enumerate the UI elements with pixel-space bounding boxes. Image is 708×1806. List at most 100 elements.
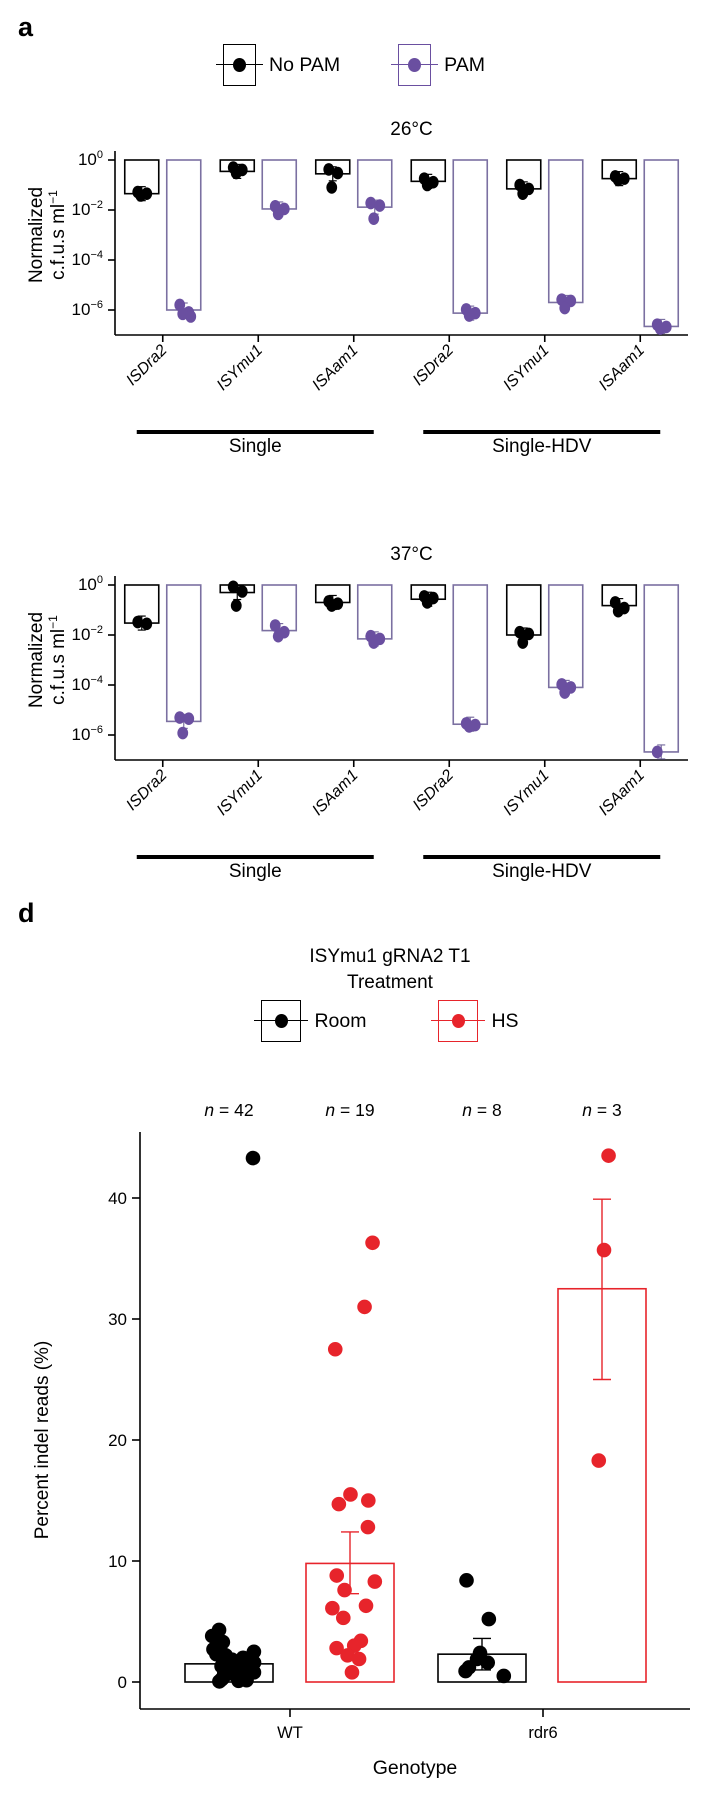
room-key-icon xyxy=(254,1000,309,1042)
data-point xyxy=(559,301,571,315)
bars xyxy=(123,159,680,328)
y-tick-label: 0 xyxy=(118,1673,127,1692)
x-tick-label: ISYmu1 xyxy=(214,342,266,394)
error-bars xyxy=(137,163,666,335)
data-point xyxy=(360,1519,376,1535)
bar xyxy=(643,159,680,328)
panel-d-label: d xyxy=(18,898,35,928)
genotype-label: WT xyxy=(277,1724,303,1742)
y-tick-label: 40 xyxy=(108,1189,127,1208)
data-point xyxy=(323,163,335,176)
data-point xyxy=(337,1582,352,1598)
indel-chart: 0 10 20 30 40 Percent indel reads (%) n = 42 n … xyxy=(32,1100,690,1779)
data-point xyxy=(177,726,189,740)
data-point xyxy=(368,636,380,649)
legend-item-room: Room xyxy=(254,1000,367,1042)
hs-label: HS xyxy=(491,1009,519,1032)
data-point xyxy=(327,1341,343,1357)
legend-item-pam: PAM xyxy=(391,44,485,86)
x-tick-label: ISAam1 xyxy=(596,767,648,819)
room-label: Room xyxy=(314,1009,367,1032)
y-tick-label: 20 xyxy=(108,1431,127,1450)
data-point xyxy=(365,196,377,210)
bars xyxy=(184,1287,647,1683)
y-axis-label-line2: c.f.u.s ml−1 xyxy=(46,615,69,705)
data-point xyxy=(245,1150,261,1166)
data-point xyxy=(135,189,147,202)
data-point xyxy=(236,585,248,598)
bar xyxy=(547,159,584,304)
hs-key-icon xyxy=(431,1000,486,1042)
data-point xyxy=(481,1611,497,1627)
n-label: n = 8 xyxy=(462,1100,501,1120)
data-point xyxy=(421,596,433,609)
data-point xyxy=(227,580,239,594)
x-tick-label: ISYmu1 xyxy=(214,767,266,819)
y-axis-label: Percent indel reads (%) xyxy=(32,1341,53,1540)
x-tick-label: ISDra2 xyxy=(410,342,457,389)
data-point xyxy=(357,1299,372,1315)
x-tick-label: ISAam1 xyxy=(596,342,648,394)
group-label: Single xyxy=(229,861,282,882)
data-point xyxy=(174,711,186,724)
group-label: Single-HDV xyxy=(492,861,592,882)
no-pam-label: No PAM xyxy=(269,53,341,76)
chart-title: 26°C xyxy=(390,119,432,140)
y-tick-label: 10 xyxy=(108,1552,127,1571)
data-point xyxy=(325,1600,340,1616)
group-label: Single xyxy=(229,436,282,457)
group-label: Single-HDV xyxy=(492,436,592,457)
bar xyxy=(165,159,202,311)
data-point xyxy=(272,207,284,221)
x-tick-label: ISDra2 xyxy=(123,342,170,389)
data-point xyxy=(517,636,529,649)
error-bars xyxy=(220,1198,611,1671)
y-tick-label: 100 xyxy=(78,149,103,169)
data-point xyxy=(612,173,624,187)
n-label: n = 3 xyxy=(582,1100,621,1120)
y-tick-label: 10−2 xyxy=(72,624,103,644)
data-point xyxy=(332,166,344,180)
data-point xyxy=(344,1665,360,1680)
data-point xyxy=(326,181,338,194)
data-point xyxy=(374,199,386,212)
x-tick-label: ISYmu1 xyxy=(500,767,552,819)
data-point xyxy=(654,322,666,335)
data-point xyxy=(596,1242,612,1258)
n-label: n = 19 xyxy=(325,1100,374,1120)
data-point xyxy=(459,1573,474,1588)
x-tick-label: ISAam1 xyxy=(309,342,361,394)
data-point xyxy=(463,309,475,322)
data-point xyxy=(458,1663,473,1679)
data-point xyxy=(559,686,571,699)
y-tick-label: 10−6 xyxy=(72,724,103,744)
y-axis-label-line1: Normalized xyxy=(26,187,47,283)
bar xyxy=(547,584,584,689)
data-point xyxy=(231,1673,246,1689)
data-point xyxy=(368,212,380,225)
data-points xyxy=(204,1148,616,1689)
y-tick-label: 10−2 xyxy=(72,199,103,219)
y-tick-label: 30 xyxy=(108,1310,127,1329)
panel-d-title-line1: ISYmu1 gRNA2 T1 xyxy=(309,946,471,967)
data-point xyxy=(591,1453,607,1468)
data-point xyxy=(329,1640,344,1656)
data-point xyxy=(183,712,195,725)
data-point xyxy=(269,619,281,632)
bar xyxy=(356,584,393,640)
y-tick-label: 10−4 xyxy=(72,674,103,694)
data-points xyxy=(132,580,663,759)
data-point xyxy=(230,599,242,612)
data-point xyxy=(463,720,475,733)
data-point xyxy=(517,187,529,200)
data-point xyxy=(651,745,663,759)
data-point xyxy=(326,599,338,612)
data-point xyxy=(272,629,284,643)
data-point xyxy=(358,1598,374,1614)
y-axis-label-line1: Normalized xyxy=(26,612,47,708)
genotype-label: rdr6 xyxy=(528,1724,557,1742)
data-point xyxy=(421,178,433,192)
y-tick-label: 10−6 xyxy=(72,299,103,319)
data-point xyxy=(351,1651,367,1667)
